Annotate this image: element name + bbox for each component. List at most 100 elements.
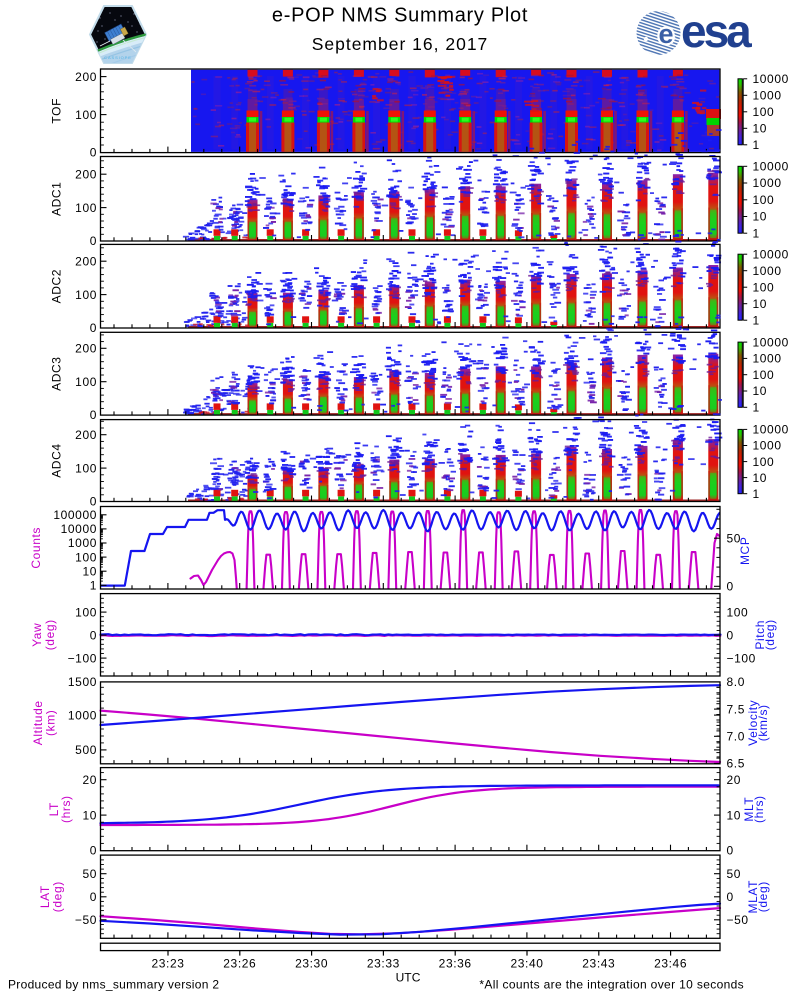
svg-text:1: 1 <box>753 401 760 415</box>
svg-text:100: 100 <box>727 605 749 619</box>
svg-text:7.0: 7.0 <box>727 730 745 744</box>
svg-text:23:30: 23:30 <box>295 957 328 971</box>
svg-text:10: 10 <box>753 122 768 136</box>
svg-text:LT: LT <box>47 802 61 816</box>
svg-text:Produced by nms_summary versio: Produced by nms_summary version 2 <box>8 978 219 992</box>
svg-text:100: 100 <box>753 280 775 294</box>
svg-text:Altitude: Altitude <box>31 700 45 745</box>
svg-text:1000: 1000 <box>68 708 97 722</box>
svg-text:Counts: Counts <box>29 527 43 569</box>
svg-text:Velocity: Velocity <box>746 700 760 746</box>
svg-text:1000: 1000 <box>753 439 782 453</box>
svg-text:10000: 10000 <box>61 522 97 536</box>
svg-text:UTC: UTC <box>396 971 421 985</box>
svg-text:1: 1 <box>753 487 760 501</box>
svg-text:23:23: 23:23 <box>151 957 184 971</box>
svg-text:0: 0 <box>727 844 734 858</box>
svg-text:100: 100 <box>753 455 775 469</box>
svg-text:1: 1 <box>753 313 760 327</box>
svg-text:(km): (km) <box>44 710 58 736</box>
svg-text:23:36: 23:36 <box>439 957 472 971</box>
svg-text:CASSIOPE: CASSIOPE <box>104 55 132 60</box>
svg-text:8.0: 8.0 <box>727 675 745 689</box>
svg-text:−50: −50 <box>75 913 97 927</box>
svg-text:*All counts are the integratio: *All counts are the integration over 10 … <box>479 978 744 992</box>
svg-text:23:46: 23:46 <box>654 957 687 971</box>
svg-text:100: 100 <box>75 605 97 619</box>
svg-text:100: 100 <box>753 368 775 382</box>
svg-text:0: 0 <box>90 844 97 858</box>
svg-text:MCP: MCP <box>738 537 752 565</box>
svg-text:1000: 1000 <box>753 89 782 103</box>
svg-text:Yaw: Yaw <box>30 623 44 647</box>
svg-text:10000: 10000 <box>753 247 789 261</box>
svg-text:0: 0 <box>90 321 97 335</box>
svg-text:(hrs): (hrs) <box>59 795 73 823</box>
svg-text:23:33: 23:33 <box>367 957 400 971</box>
svg-text:MLAT: MLAT <box>746 880 760 914</box>
svg-text:10: 10 <box>82 564 97 578</box>
svg-text:−50: −50 <box>727 913 749 927</box>
svg-text:500: 500 <box>75 743 97 757</box>
svg-text:esa: esa <box>681 5 752 57</box>
svg-text:1: 1 <box>753 226 760 240</box>
svg-text:10: 10 <box>753 297 768 311</box>
svg-text:Pitch: Pitch <box>753 620 767 650</box>
svg-text:ADC3: ADC3 <box>50 356 64 390</box>
svg-text:1000: 1000 <box>753 264 782 278</box>
svg-text:MLT: MLT <box>742 797 756 822</box>
svg-text:200: 200 <box>75 428 97 442</box>
svg-text:100: 100 <box>75 288 97 302</box>
svg-text:200: 200 <box>75 167 97 181</box>
svg-text:0: 0 <box>90 234 97 248</box>
svg-text:0: 0 <box>90 146 97 160</box>
svg-text:10: 10 <box>753 471 768 485</box>
svg-text:LAT: LAT <box>38 885 52 908</box>
svg-text:50: 50 <box>82 867 97 881</box>
svg-text:100: 100 <box>75 461 97 475</box>
svg-text:20: 20 <box>727 773 742 787</box>
svg-text:200: 200 <box>75 254 97 268</box>
svg-text:200: 200 <box>75 70 97 84</box>
svg-text:10000: 10000 <box>753 335 789 349</box>
svg-text:(deg): (deg) <box>756 881 770 912</box>
svg-text:0: 0 <box>727 890 734 904</box>
svg-text:−100: −100 <box>727 651 756 665</box>
svg-text:September 16, 2017: September 16, 2017 <box>312 34 489 54</box>
svg-text:e-POP NMS Summary Plot: e-POP NMS Summary Plot <box>272 5 528 27</box>
svg-text:100: 100 <box>75 550 97 564</box>
svg-text:100: 100 <box>753 105 775 119</box>
svg-text:1: 1 <box>753 138 760 152</box>
svg-text:−100: −100 <box>68 651 97 665</box>
svg-text:e: e <box>658 19 673 49</box>
svg-text:50: 50 <box>727 531 742 545</box>
svg-text:(deg): (deg) <box>763 619 777 650</box>
svg-text:ADC2: ADC2 <box>50 269 64 303</box>
svg-text:23:40: 23:40 <box>510 957 543 971</box>
svg-text:10: 10 <box>727 808 742 822</box>
svg-text:0: 0 <box>90 628 97 642</box>
svg-text:ADC4: ADC4 <box>50 443 64 477</box>
svg-text:23:43: 23:43 <box>582 957 615 971</box>
svg-text:1500: 1500 <box>68 675 97 689</box>
svg-text:10000: 10000 <box>753 72 789 86</box>
svg-text:10: 10 <box>753 384 768 398</box>
svg-text:0: 0 <box>90 495 97 509</box>
svg-text:10: 10 <box>82 808 97 822</box>
svg-text:1: 1 <box>90 579 97 593</box>
svg-text:(hrs): (hrs) <box>752 795 766 823</box>
svg-text:50: 50 <box>727 867 742 881</box>
svg-text:ADC1: ADC1 <box>50 182 64 216</box>
svg-text:100: 100 <box>75 201 97 215</box>
svg-text:10000: 10000 <box>753 423 789 437</box>
svg-text:10: 10 <box>753 210 768 224</box>
svg-text:100000: 100000 <box>53 508 97 522</box>
svg-text:7.5: 7.5 <box>727 702 745 716</box>
svg-text:(deg): (deg) <box>51 881 65 912</box>
svg-text:100: 100 <box>753 193 775 207</box>
svg-text:(deg): (deg) <box>43 619 57 650</box>
svg-text:0: 0 <box>90 408 97 422</box>
svg-text:6.5: 6.5 <box>727 757 745 771</box>
svg-text:1000: 1000 <box>753 176 782 190</box>
svg-text:0: 0 <box>727 580 734 594</box>
